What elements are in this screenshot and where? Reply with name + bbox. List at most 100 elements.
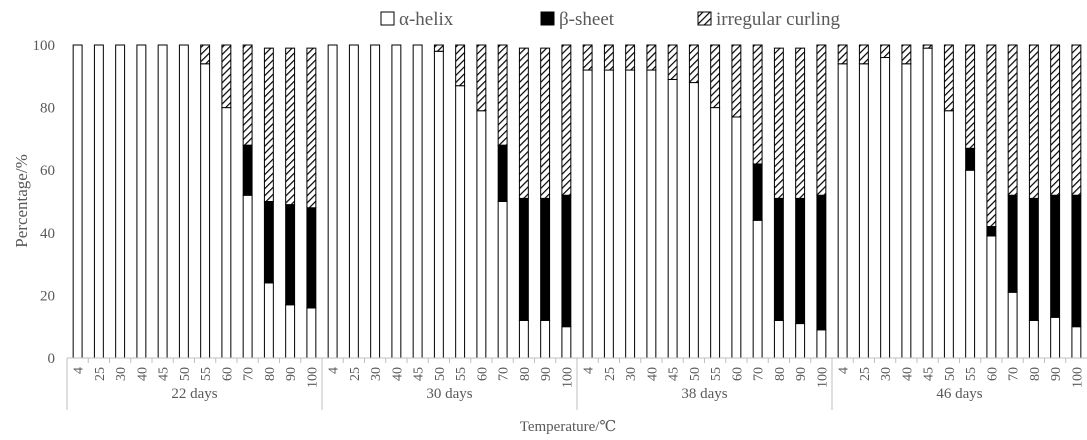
bar-segment-beta-sheet [816,194,827,331]
x-tick-label: 50 [943,367,958,381]
x-tick-label: 30 [369,367,384,381]
bar-segment-alpha-helix [115,44,126,359]
bar-segment-beta-sheet [306,207,317,309]
bar-segment-beta-sheet [540,197,551,321]
x-tick-label: 55 [709,367,724,381]
bar-segment-beta-sheet [795,197,806,325]
x-tick-label: 100 [305,367,320,388]
bar-segment-irregular-curling [901,44,912,65]
bar-segment-alpha-helix [1071,326,1082,359]
x-tick-label: 60 [475,367,490,381]
x-tick-label: 60 [730,367,745,381]
bar-segment-irregular-curling [858,44,869,65]
group-label: 22 days [171,386,217,402]
x-tick-label: 70 [1007,367,1022,381]
bar-segment-alpha-helix [306,307,317,359]
bar-segment-irregular-curling [880,44,891,59]
bar-segment-irregular-curling [816,44,827,196]
bar-segment-irregular-curling [497,44,508,146]
bar-segment-beta-sheet [1071,194,1082,328]
x-tick-label: 30 [114,367,129,381]
x-tick-label: 70 [752,367,767,381]
x-tick-label: 45 [157,367,172,381]
bar-segment-beta-sheet [752,163,763,221]
bar-segment-alpha-helix [1007,291,1018,359]
x-tick-label: 60 [220,367,235,381]
bar-segment-irregular-curling [476,44,487,112]
x-tick-label: 25 [858,367,873,381]
legend-swatch-solid [540,11,555,26]
legend-label: irregular curling [716,9,840,30]
bar-segment-irregular-curling [710,44,721,109]
bar-segment-irregular-curling [540,47,551,199]
x-axis: 4 25 30 40 45 50 55 60 70 80 90 100 4 25 30 40 45 50 55 60 7… [66,357,1087,410]
bar-segment-beta-sheet [242,144,253,196]
bar-segment-irregular-curling [625,44,636,71]
legend-item-irregular-curling: irregular curling [697,9,840,30]
bar-segment-beta-sheet [561,194,572,328]
bar-segment-irregular-curling [242,44,253,146]
x-tick-label: 90 [539,367,554,381]
bar-segment-alpha-helix [646,69,657,359]
x-tick-label: 100 [560,367,575,388]
x-tick-label: 50 [178,367,193,381]
bar-segment-alpha-helix [72,44,83,359]
bar-segment-irregular-curling [667,44,678,80]
x-tick-label: 45 [667,367,682,381]
bar-segment-alpha-helix [370,44,381,359]
x-axis-title: Temperature/℃ [520,419,617,435]
x-tick-label: 4 [327,367,342,374]
bar-segment-alpha-helix [497,201,508,359]
bar-segment-alpha-helix [965,169,976,359]
x-tick-label: 55 [964,367,979,381]
bar-segment-alpha-helix [901,63,912,359]
bar-segment-irregular-curling [603,44,614,71]
bar-segment-alpha-helix [816,329,827,359]
x-tick-label: 100 [815,367,830,388]
bar-segment-alpha-helix [752,219,763,359]
bar-segment-alpha-helix [433,50,444,359]
y-tick-label: 100 [33,38,56,54]
bar-segment-alpha-helix [922,47,933,359]
x-tick-label: 90 [1049,367,1064,381]
bar-segment-irregular-curling [688,44,699,84]
legend-swatch-hatched [697,11,712,26]
x-tick-label: 80 [263,367,278,381]
bar-segment-alpha-helix [391,44,402,359]
x-tick-label: 40 [900,367,915,381]
plot-area [72,44,1082,359]
bar-segment-alpha-helix [285,304,296,359]
bar-segment-alpha-helix [518,319,529,359]
bar-segment-alpha-helix [837,63,848,359]
bar-segment-irregular-curling [1007,44,1018,196]
bar-segment-irregular-curling [986,44,997,228]
bar-segment-beta-sheet [1050,194,1061,318]
x-tick-label: 45 [412,367,427,381]
y-tick-label: 0 [48,351,56,367]
x-tick-label: 90 [284,367,299,381]
legend-item-alpha-helix: α-helix [380,9,454,30]
bar-segment-alpha-helix [688,82,699,359]
bar-segment-irregular-curling [582,44,593,71]
bar-segment-irregular-curling [1050,44,1061,196]
bar-segment-alpha-helix [667,78,678,359]
bar-segment-alpha-helix [986,235,997,359]
x-tick-label: 30 [879,367,894,381]
bar-segment-alpha-helix [773,319,784,359]
group-label: 46 days [936,386,982,402]
group-label: 30 days [426,386,472,402]
x-tick-label: 40 [390,367,405,381]
bar-segment-beta-sheet [1028,197,1039,321]
bar-segment-irregular-curling [200,44,211,65]
bar-segment-alpha-helix [795,323,806,359]
x-tick-label: 45 [922,367,937,381]
x-tick-label: 60 [985,367,1000,381]
bar-segment-irregular-curling [263,47,274,202]
bar-segment-alpha-helix [455,85,466,359]
legend-swatch-open [380,11,395,26]
y-axis-title: Percentage/% [12,154,31,247]
bar-segment-irregular-curling [285,47,296,206]
x-tick-label: 55 [199,367,214,381]
bar-segment-irregular-curling [965,44,976,149]
bar-segment-beta-sheet [773,197,784,321]
